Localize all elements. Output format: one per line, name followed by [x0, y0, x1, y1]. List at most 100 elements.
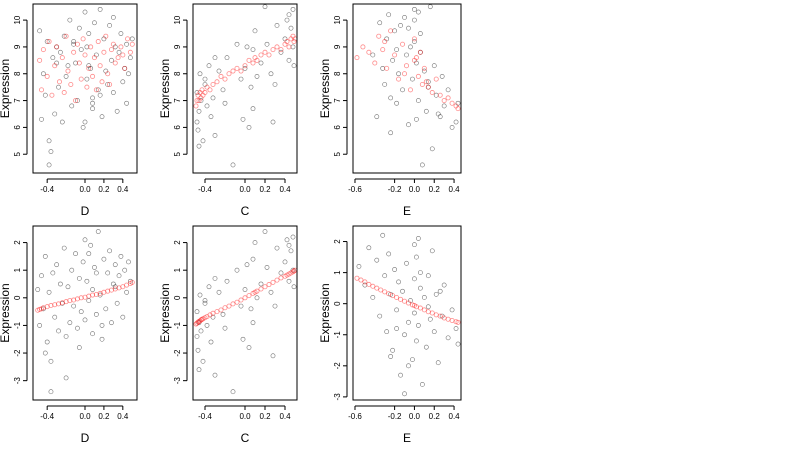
- data-point: [415, 9, 421, 15]
- data-point: [242, 63, 248, 69]
- data-point: [402, 298, 408, 304]
- data-point: [403, 63, 409, 69]
- data-point: [230, 301, 236, 307]
- data-point: [127, 49, 133, 55]
- fitted-series: [193, 267, 298, 327]
- data-point: [288, 270, 294, 276]
- data-point: [246, 345, 252, 350]
- y-axis-title: Expression: [318, 59, 332, 118]
- data-point: [88, 242, 94, 248]
- data-point: [78, 295, 84, 301]
- data-point: [270, 353, 276, 359]
- data-point: [406, 25, 411, 31]
- data-point: [67, 298, 73, 304]
- data-point: [93, 270, 99, 276]
- data-point: [409, 302, 415, 308]
- data-point: [417, 49, 423, 55]
- data-point: [431, 63, 437, 69]
- data-point: [264, 41, 270, 47]
- y-tick-label: 7: [333, 98, 342, 103]
- data-point: [67, 17, 73, 23]
- data-point: [202, 300, 208, 306]
- data-point: [425, 273, 431, 279]
- data-point: [412, 276, 417, 282]
- data-point: [82, 237, 88, 243]
- data-point: [194, 98, 200, 104]
- x-tick-label: -0.4: [198, 185, 212, 194]
- x-axis-title: E: [403, 204, 411, 218]
- data-point: [366, 49, 372, 55]
- data-point: [208, 114, 214, 120]
- y-tick-label: -2: [333, 362, 342, 370]
- data-point: [222, 305, 228, 311]
- data-point: [65, 284, 71, 290]
- x-tick-label: -0.6: [348, 185, 362, 194]
- data-point: [274, 245, 280, 251]
- data-point: [286, 12, 292, 18]
- data-point: [46, 138, 52, 144]
- data-point: [56, 301, 62, 307]
- data-point: [207, 312, 213, 318]
- y-tick-label: 1: [173, 267, 182, 272]
- data-point: [76, 276, 82, 281]
- data-point: [118, 253, 124, 259]
- data-point: [118, 44, 124, 50]
- data-point: [380, 65, 386, 71]
- x-tick-label: -0.4: [40, 412, 54, 421]
- data-point: [202, 76, 208, 82]
- data-point: [402, 391, 407, 397]
- data-point: [97, 290, 103, 296]
- data-point: [384, 329, 390, 335]
- data-point: [97, 6, 103, 12]
- data-point: [250, 47, 256, 52]
- data-point: [105, 71, 111, 77]
- data-point: [388, 95, 394, 101]
- y-tick-label: 9: [173, 44, 182, 49]
- data-point: [380, 47, 386, 53]
- plot-frame: [352, 225, 462, 401]
- data-point: [282, 259, 288, 265]
- data-point: [75, 98, 80, 103]
- data-point: [270, 47, 276, 53]
- data-point: [445, 87, 451, 93]
- data-point: [384, 36, 390, 42]
- data-point: [445, 335, 451, 341]
- y-tick-label: -3: [173, 377, 182, 385]
- data-point: [124, 100, 129, 106]
- data-point: [220, 87, 226, 93]
- data-point: [120, 284, 126, 290]
- data-point: [116, 285, 122, 291]
- data-point: [196, 320, 202, 326]
- data-point: [437, 114, 443, 120]
- data-point: [86, 251, 92, 257]
- data-point: [431, 329, 437, 335]
- data-point: [390, 347, 396, 353]
- data-point: [238, 297, 244, 303]
- data-point: [69, 267, 75, 273]
- data-point: [127, 280, 133, 286]
- data-point: [61, 245, 67, 251]
- y-axis-title: Expression: [158, 59, 172, 118]
- data-point: [402, 332, 407, 338]
- scatter-panel-1: -0.4 0.0 0.2 0.4 5 6 7 8 9 10 D Expression: [0, 3, 138, 218]
- data-point: [254, 295, 260, 301]
- data-point: [242, 295, 248, 301]
- observed-series: [194, 229, 297, 395]
- data-point: [455, 106, 461, 112]
- data-point: [193, 103, 199, 109]
- data-point: [370, 52, 376, 58]
- data-point: [127, 278, 133, 284]
- data-point: [41, 71, 46, 77]
- data-point: [40, 47, 46, 53]
- data-point: [93, 87, 99, 93]
- data-point: [97, 92, 103, 98]
- data-point: [198, 95, 204, 101]
- data-point: [437, 92, 443, 98]
- data-point: [124, 289, 129, 295]
- data-point: [240, 116, 246, 122]
- data-point: [382, 289, 388, 295]
- data-point: [407, 87, 413, 93]
- data-point: [86, 65, 92, 71]
- data-point: [61, 33, 67, 39]
- data-point: [216, 289, 222, 295]
